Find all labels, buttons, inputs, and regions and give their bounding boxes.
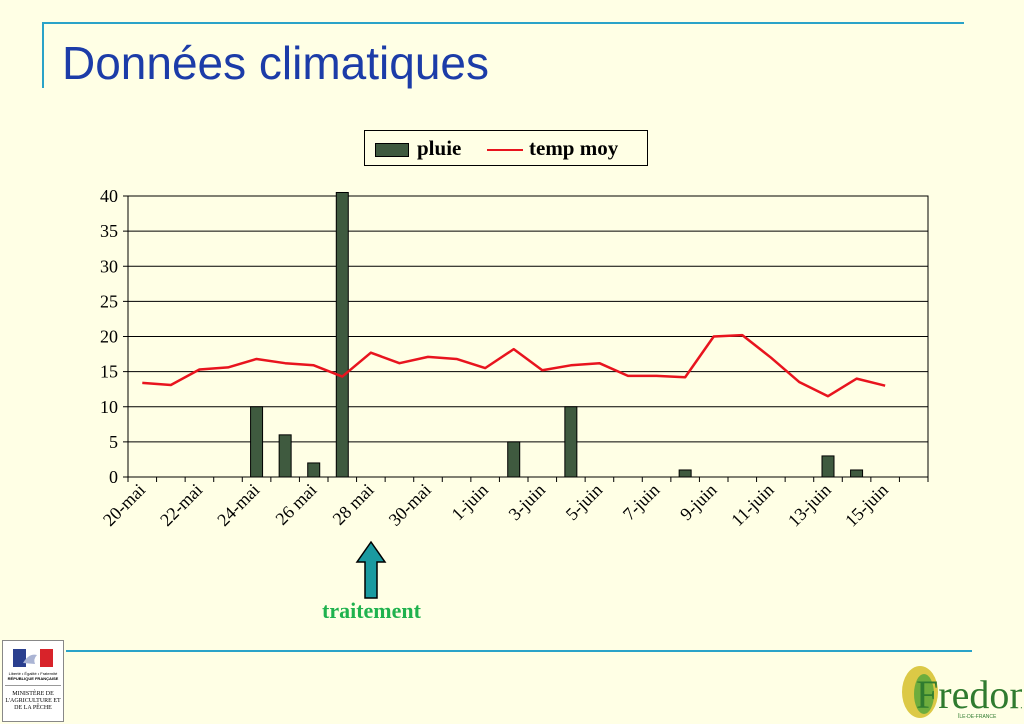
svg-text:Fredon: Fredon	[916, 672, 1022, 717]
y-tick-label: 20	[100, 327, 118, 347]
x-tick-label: 20-mai	[99, 480, 149, 530]
bar-pluie	[307, 462, 321, 478]
x-tick-label: 26 mai	[271, 480, 320, 529]
x-tick-label: 5-juin	[562, 480, 607, 525]
legend-swatch-temp-moy	[487, 149, 523, 151]
chart-legend: pluie temp moy	[364, 130, 648, 166]
legend-label-pluie: pluie	[417, 136, 462, 160]
bar-pluie	[507, 441, 521, 478]
x-tick-label: 22-mai	[156, 480, 206, 530]
x-tick-label: 28 mai	[329, 480, 378, 529]
side-rule	[42, 22, 44, 88]
x-tick-label: 13-juin	[784, 480, 835, 531]
x-tick-label: 11-juin	[727, 480, 777, 530]
government-logo: Liberté • Égalité • Fraternité RÉPUBLIQU…	[2, 640, 64, 722]
government-motto: Liberté • Égalité • Fraternité RÉPUBLIQU…	[7, 671, 59, 681]
top-rule	[42, 22, 964, 24]
logo-divider	[5, 685, 61, 686]
legend-label-temp-moy: temp moy	[529, 136, 619, 160]
x-tick-label: 30-mai	[385, 480, 435, 530]
ministry-name: MINISTÈRE DE L'AGRICULTURE ET DE LA PÊCH…	[5, 691, 61, 711]
x-tick-label: 15-juin	[841, 480, 892, 531]
y-tick-label: 15	[100, 362, 118, 382]
bar-pluie	[250, 406, 264, 478]
bar-pluie	[278, 434, 292, 478]
x-tick-label: 3-juin	[505, 480, 550, 525]
marianne-flag-icon	[13, 649, 53, 667]
bar-pluie	[821, 455, 835, 478]
fredon-logo: Fredon ÎLE-DE-FRANCE	[902, 666, 1022, 720]
y-tick-label: 5	[109, 432, 118, 452]
y-tick-label: 0	[109, 467, 118, 487]
treatment-annotation: traitement	[322, 598, 421, 623]
x-tick-label: 24-mai	[213, 480, 263, 530]
bar-pluie	[678, 469, 692, 478]
bar-pluie	[850, 469, 864, 478]
y-tick-label: 30	[100, 256, 118, 276]
x-tick-label: 9-juin	[676, 480, 721, 525]
bottom-rule	[66, 650, 972, 652]
svg-text:ÎLE-DE-FRANCE: ÎLE-DE-FRANCE	[957, 713, 997, 720]
y-tick-label: 40	[100, 186, 118, 206]
slide-title: Données climatiques	[62, 37, 490, 89]
x-tick-label: 1-juin	[447, 480, 492, 525]
y-tick-label: 35	[100, 221, 118, 241]
bar-pluie	[335, 191, 349, 478]
legend-swatch-pluie	[375, 143, 409, 157]
up-arrow-icon	[355, 540, 387, 599]
y-tick-label: 10	[100, 397, 118, 417]
x-tick-label: 7-juin	[619, 480, 664, 525]
line-temp-moy	[142, 333, 886, 398]
y-tick-label: 25	[100, 291, 118, 311]
bar-pluie	[564, 406, 578, 478]
